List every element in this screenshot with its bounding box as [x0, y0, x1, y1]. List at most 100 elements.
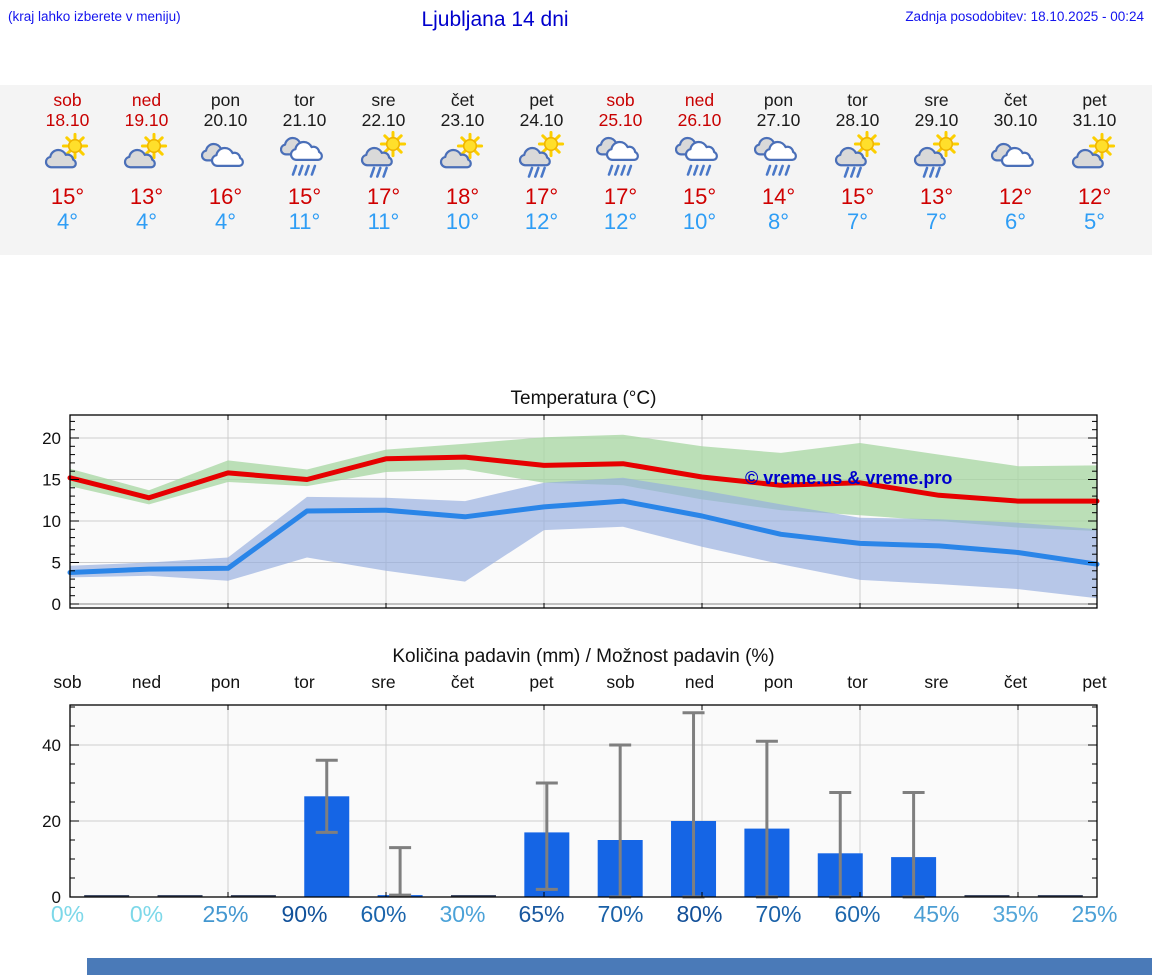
precip-bar-trace — [157, 895, 203, 897]
low-temp: 11° — [367, 209, 400, 235]
precip-y-tick-label: 40 — [42, 736, 61, 755]
rain-icon — [674, 137, 718, 177]
precip-day-label: tor — [294, 672, 315, 692]
high-temp: 15° — [50, 184, 85, 210]
weather-icon-cell — [581, 131, 660, 183]
cloudy-icon — [990, 143, 1034, 168]
precip-day-label: čet — [1003, 672, 1028, 692]
day-date: 22.10 — [361, 110, 406, 131]
precipitation-chart: 0 20 40 — [42, 704, 1098, 903]
cloudy-icon — [200, 143, 244, 168]
precip-day-label: sob — [606, 672, 635, 692]
day-name: ned — [131, 90, 162, 110]
weather-icon-cell — [739, 131, 818, 183]
forecast-strip: sob 18.10 15° 4° ned 19.10 13° 4° pon 20.10 16° 4° t… — [0, 85, 1152, 255]
high-temp: 15° — [840, 184, 875, 210]
day-date: 31.10 — [1072, 110, 1117, 131]
precip-bar-trace — [230, 895, 276, 897]
precip-day-label: pet — [529, 672, 554, 692]
day-name: čet — [450, 90, 475, 110]
day-name: ned — [684, 90, 715, 110]
temp-y-tick-label: 0 — [52, 595, 61, 613]
location-menu-hint: (kraj lahko izberete v meniju) — [8, 9, 181, 24]
forecast-day: sob 25.10 17° 12° — [581, 85, 660, 235]
precip-probability: 35% — [992, 901, 1039, 927]
low-temp: 11° — [288, 209, 321, 235]
day-name: pon — [210, 90, 241, 110]
precip-day-label: sre — [924, 672, 949, 692]
precip-probability: 25% — [1071, 901, 1118, 927]
low-temp: 6° — [1004, 209, 1027, 235]
low-temp: 7° — [846, 209, 869, 235]
day-date: 25.10 — [598, 110, 643, 131]
high-temp: 13° — [129, 184, 164, 210]
precip-day-label: sre — [371, 672, 396, 692]
watermark: © vreme.us & vreme.pro — [745, 468, 953, 488]
precip-bar-trace — [450, 895, 496, 897]
day-date: 20.10 — [203, 110, 248, 131]
high-temp: 12° — [1077, 184, 1112, 210]
sun-shower-icon — [360, 131, 406, 179]
day-date: 18.10 — [45, 110, 90, 131]
day-name: tor — [294, 90, 315, 110]
forecast-day: sre 22.10 17° 11° — [344, 85, 423, 235]
precip-probability: 25% — [202, 901, 249, 927]
page-title: Ljubljana 14 dni — [421, 8, 569, 31]
temperature-chart: 0 5 10 15 20 — [42, 414, 1100, 613]
day-date: 19.10 — [124, 110, 169, 131]
precip-y-tick-label: 0 — [52, 888, 61, 903]
high-temp: 16° — [208, 184, 243, 210]
precip-probability: 60% — [360, 901, 407, 927]
temp-y-tick-label: 10 — [42, 512, 61, 531]
forecast-columns: sob 18.10 15° 4° ned 19.10 13° 4° pon 20.10 16° 4° t… — [28, 85, 1134, 235]
low-temp: 12° — [524, 209, 559, 235]
day-name: pon — [763, 90, 794, 110]
precip-probability: 0% — [50, 901, 85, 927]
partly-cloudy-icon — [123, 133, 167, 169]
day-date: 24.10 — [519, 110, 564, 131]
line-min-temp — [67, 498, 1100, 575]
band-min-range — [70, 477, 1097, 599]
precip-day-label: sob — [53, 672, 82, 692]
weather-icon-cell — [423, 131, 502, 183]
precip-probability: 45% — [913, 901, 960, 927]
precip-day-label: pon — [763, 672, 794, 692]
day-name: pet — [529, 90, 554, 110]
sun-shower-icon — [834, 131, 880, 179]
horizontal-scrollbar[interactable] — [87, 958, 1152, 975]
partly-cloudy-icon — [439, 133, 483, 169]
low-temp: 4° — [135, 209, 158, 235]
day-date: 27.10 — [756, 110, 801, 131]
precip-probability: 80% — [676, 901, 723, 927]
precip-probability: 0% — [129, 901, 164, 927]
weather-icon-cell — [265, 131, 344, 183]
weather-icon-cell — [818, 131, 897, 183]
temp-y-tick-label: 5 — [52, 554, 61, 573]
high-temp: 18° — [445, 184, 480, 210]
precip-bar-trace — [84, 895, 130, 897]
weather-icon-cell — [897, 131, 976, 183]
precip-day-label: pon — [210, 672, 241, 692]
weather-icon-cell — [186, 131, 265, 183]
last-updated-timestamp: Zadnja posodobitev: 18.10.2025 - 00:24 — [905, 9, 1144, 24]
partly-cloudy-icon — [44, 133, 88, 169]
precip-day-label: pet — [1082, 672, 1107, 692]
forecast-day: pet 31.10 12° 5° — [1055, 85, 1134, 235]
high-temp: 17° — [366, 184, 401, 210]
forecast-day: ned 26.10 15° 10° — [660, 85, 739, 235]
day-date: 29.10 — [914, 110, 959, 131]
precipitation-chart-title: Količina padavin (mm) / Možnost padavin … — [392, 646, 775, 667]
low-temp: 12° — [603, 209, 638, 235]
high-temp: 14° — [761, 184, 796, 210]
forecast-day: tor 28.10 15° 7° — [818, 85, 897, 235]
day-date: 26.10 — [677, 110, 722, 131]
day-name: pet — [1082, 90, 1107, 110]
low-temp: 8° — [767, 209, 790, 235]
weather-icon-cell — [28, 131, 107, 183]
precip-probability-row: 0% 0% 25% 90% 60% 30% 65% 70% 80% 70% 60% 45% 35% 25% — [28, 901, 1134, 928]
partly-cloudy-icon — [1071, 133, 1115, 169]
day-name: sre — [924, 90, 949, 110]
precip-probability: 70% — [755, 901, 802, 927]
precip-day-labels-row: sob ned pon tor sre čet pet sob ned pon tor sre čet p… — [28, 672, 1134, 693]
